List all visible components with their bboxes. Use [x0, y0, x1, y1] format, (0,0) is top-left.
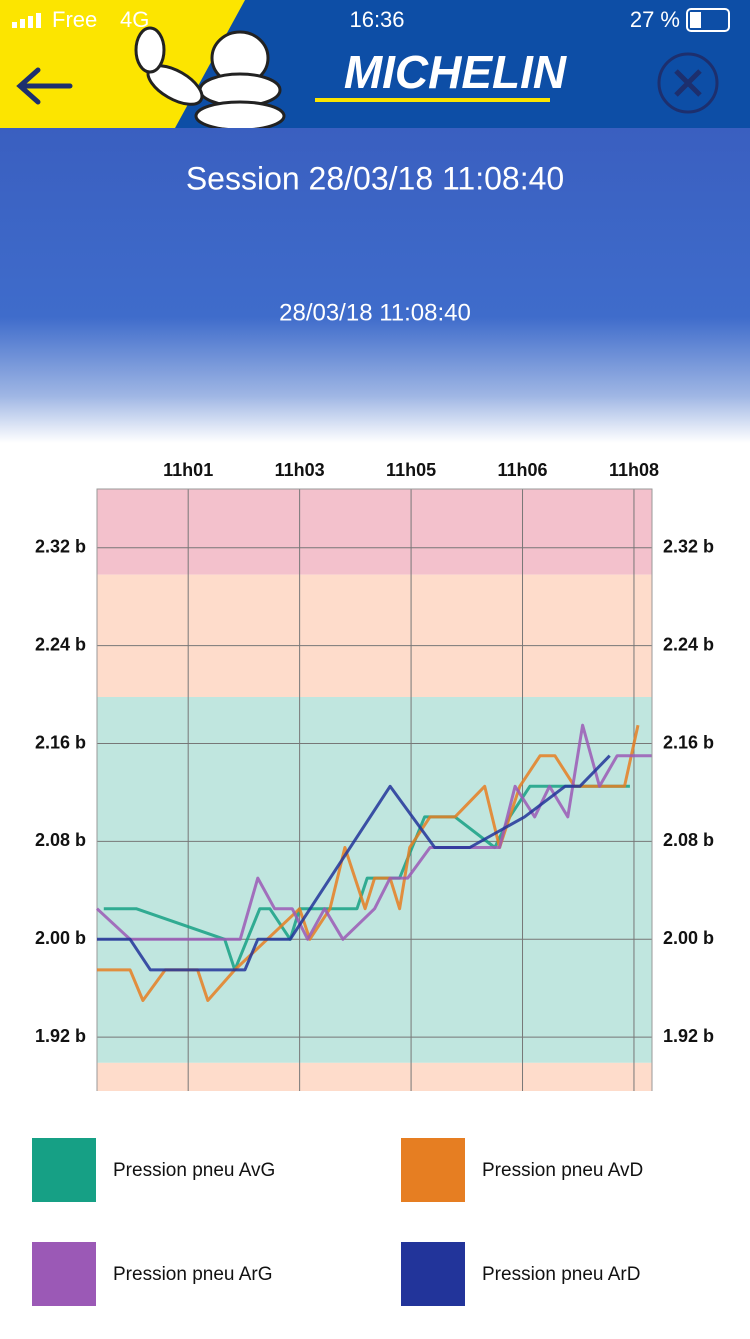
carrier: Free: [52, 7, 97, 32]
session-title: Session 28/03/18 11:08:40: [186, 160, 564, 196]
plot-border: [96, 488, 653, 1091]
close-icon: [674, 69, 702, 97]
series-line: [103, 784, 630, 972]
series-line: [95, 723, 652, 941]
zone: [97, 1062, 652, 1091]
battery-icon: [686, 8, 730, 32]
x-tick-label: 11h08: [609, 460, 659, 480]
legend-swatch: [32, 1138, 96, 1202]
y-tick-label: 2.32 b: [35, 536, 86, 556]
zone: [97, 489, 652, 575]
network: 4G: [120, 7, 149, 32]
battery-percent: 27 %: [630, 7, 680, 32]
y2-tick-label: 2.08 b: [663, 830, 714, 850]
y2-tick-label: 2.00 b: [663, 928, 714, 948]
battery-level: [690, 12, 701, 28]
signal-icon: [12, 13, 41, 28]
y2-tick-label: 1.92 b: [663, 1026, 714, 1046]
series-line: [97, 754, 611, 972]
x-tick-label: 11h01: [163, 460, 213, 480]
legend-label: Pression pneu AvG: [113, 1160, 275, 1181]
x-tick-label: 11h06: [497, 460, 547, 480]
y-tick-label: 2.16 b: [35, 732, 86, 752]
brand-logo: MICHELIN: [344, 46, 567, 98]
legend-swatch: [401, 1242, 465, 1306]
legend-swatch: [32, 1242, 96, 1306]
x-tick-label: 11h05: [386, 460, 436, 480]
y2-tick-label: 2.24 b: [663, 634, 714, 654]
session-banner: [0, 128, 750, 443]
y-tick-label: 1.92 b: [35, 1026, 86, 1046]
y-tick-label: 2.24 b: [35, 634, 86, 654]
legend-swatch: [401, 1138, 465, 1202]
back-button[interactable]: [16, 67, 73, 105]
x-tick-label: 11h03: [275, 460, 325, 480]
legend-label: Pression pneu AvD: [482, 1160, 643, 1181]
legend-label: Pression pneu ArG: [113, 1264, 272, 1285]
zone: [97, 574, 652, 698]
legend-label: Pression pneu ArD: [482, 1264, 640, 1285]
close-button[interactable]: [657, 52, 719, 114]
y2-tick-label: 2.32 b: [663, 536, 714, 556]
session-subtitle: 28/03/18 11:08:40: [279, 299, 471, 326]
bibendum: [134, 26, 286, 132]
y-tick-label: 2.08 b: [35, 830, 86, 850]
y2-tick-label: 2.16 b: [663, 732, 714, 752]
y-tick-label: 2.00 b: [35, 928, 86, 948]
clock: 16:36: [349, 7, 404, 32]
